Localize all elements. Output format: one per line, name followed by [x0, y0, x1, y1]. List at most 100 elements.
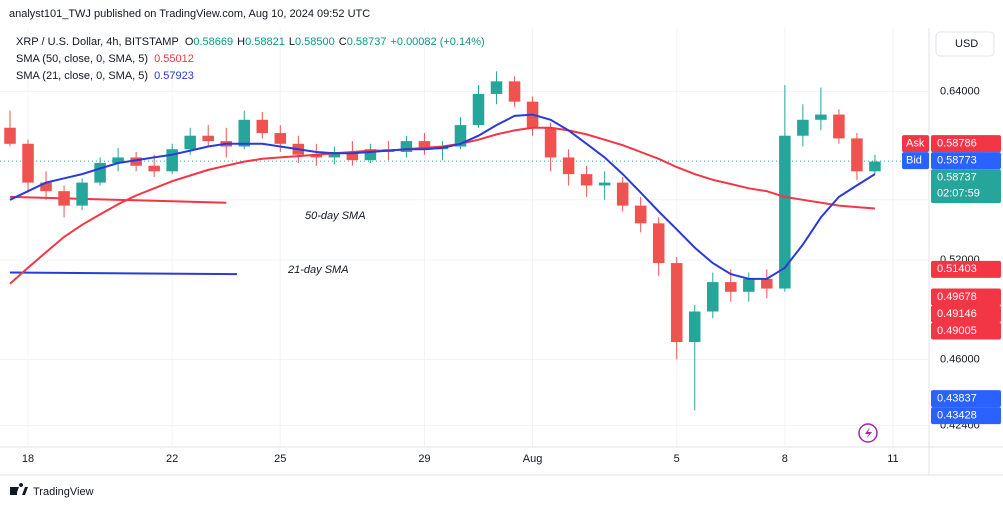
candle-body: [418, 141, 431, 150]
price-label: 0.58773: [937, 154, 977, 166]
candle-body: [58, 191, 70, 206]
price-label-box: [931, 407, 1001, 425]
currency-button[interactable]: [935, 31, 995, 57]
price-tag-box: [902, 152, 929, 170]
symbol: XRP / U.S. Dollar, 4h, BITSTAMP: [16, 36, 179, 48]
price-label: 0.49146: [937, 308, 977, 320]
candle-body: [544, 127, 557, 158]
y-tick-label: 0.64000: [940, 85, 980, 97]
plot: [0, 28, 929, 447]
candle-body: [761, 278, 773, 289]
candle-body: [400, 141, 413, 152]
o-label: O: [185, 36, 194, 48]
x-tick-label: Aug: [523, 453, 543, 465]
candle-body: [688, 311, 701, 343]
x-tick-label: 22: [166, 453, 178, 465]
candle-body: [797, 119, 809, 136]
y-tick-label: 0.46000: [940, 353, 980, 365]
candle-body: [508, 81, 521, 102]
price-label: 0.58737: [937, 171, 977, 183]
brand: TradingView: [33, 486, 94, 498]
candle-body: [725, 282, 737, 292]
x-tick-label: 29: [418, 453, 430, 465]
h-value: 0.58821: [245, 36, 285, 48]
candle-body: [310, 154, 323, 158]
candle-body: [490, 81, 503, 94]
candle-body: [869, 161, 881, 172]
candle-body: [743, 278, 755, 292]
candle-body: [598, 182, 611, 186]
candle-body: [256, 119, 269, 134]
candle-body: [851, 138, 863, 172]
candle-body: [616, 182, 629, 206]
candle-body: [238, 119, 251, 147]
candle-body: [652, 223, 665, 264]
legend-value: 0.57923: [154, 70, 194, 82]
candle-body: [328, 151, 341, 158]
logo-mark: [13, 483, 28, 495]
candle-body: [130, 157, 142, 166]
x-tick-label: 25: [274, 453, 286, 465]
flash-icon[interactable]: [858, 423, 878, 443]
l-value: 0.58500: [295, 36, 335, 48]
price-tag: Bid: [906, 154, 922, 166]
sma-line: [9, 113, 876, 280]
price-label-box: [931, 152, 1001, 170]
price-label: 0.49678: [937, 291, 977, 303]
candle-body: [706, 282, 719, 312]
price-tag-box: [902, 135, 929, 153]
price-label: 0.51403: [937, 263, 977, 275]
price-label: 0.49005: [937, 325, 977, 337]
candle-body: [472, 93, 485, 126]
candle-body: [346, 151, 359, 161]
price-label-box: [931, 305, 1001, 323]
candle-body: [4, 127, 16, 144]
x-tick-label: 18: [22, 453, 34, 465]
c-value: 0.58737: [347, 36, 387, 48]
h-label: H: [237, 36, 245, 48]
candle-body: [76, 182, 88, 206]
candle-body: [833, 114, 845, 139]
price-label-box: [931, 169, 1001, 204]
candle-body: [454, 125, 467, 147]
byline: analyst101_TWJ published on TradingView.…: [9, 8, 370, 20]
price-label-box: [931, 322, 1001, 340]
l-label: L: [289, 36, 295, 48]
price-label-time: 02:07:59: [937, 187, 980, 199]
legend-name: SMA (50, close, 0, SMA, 5): [16, 53, 148, 65]
o-value: 0.58669: [193, 36, 233, 48]
candle-body: [184, 135, 196, 150]
x-tick-label: 5: [674, 453, 680, 465]
candle-body: [815, 114, 827, 120]
sma-line: [9, 126, 875, 285]
candle-body: [779, 135, 791, 289]
price-label: 0.58786: [937, 137, 977, 149]
legend-value: 0.55012: [154, 53, 194, 65]
x-tick-label: 8: [782, 453, 788, 465]
trendline: [9, 271, 238, 276]
price-label-box: [931, 390, 1001, 408]
candle-body: [202, 135, 214, 142]
price-label: 0.43837: [937, 392, 977, 404]
price-label-box: [931, 135, 1001, 153]
price-label-box: [931, 260, 1001, 278]
price-label-box: [931, 288, 1001, 306]
candle-body: [562, 157, 575, 175]
candle-body: [634, 205, 647, 224]
price-tag: Ask: [906, 137, 925, 149]
c-label: C: [339, 36, 347, 48]
candle-body: [94, 162, 106, 183]
legend-sma50: SMA (50, close, 0, SMA, 5) 0.55012: [16, 53, 194, 65]
legend-name: SMA (21, close, 0, SMA, 5): [16, 70, 148, 82]
logo-mark: [10, 487, 17, 495]
candle-body: [166, 149, 178, 172]
x-tick-label: 11: [887, 453, 898, 465]
change: +0.00082 (+0.14%): [390, 36, 484, 48]
price-label: 0.43428: [937, 409, 977, 421]
currency[interactable]: USD: [955, 38, 978, 50]
candle-body: [148, 165, 160, 172]
candle-body: [364, 149, 377, 161]
candle-body: [112, 157, 124, 163]
